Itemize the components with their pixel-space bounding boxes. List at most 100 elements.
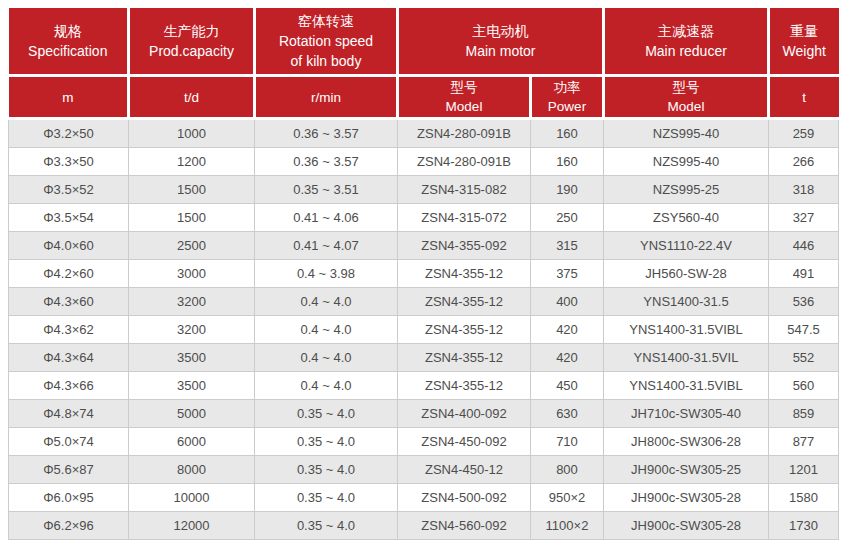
- table-cell: 859: [769, 400, 839, 428]
- table-row: Φ4.3×6635000.4 ~ 4.0ZSN4-355-12450YNS140…: [9, 372, 839, 400]
- table-cell: 5000: [129, 400, 255, 428]
- table-cell: Φ3.2×50: [9, 119, 129, 148]
- table-cell: 10000: [129, 484, 255, 512]
- header-rotation-en-line1: Rotation speed: [256, 31, 396, 51]
- table-cell: 420: [531, 316, 604, 344]
- header-main-reducer-en: Main reducer: [605, 41, 767, 61]
- table-cell: Φ4.3×60: [9, 288, 129, 316]
- header-main-motor: 主电动机 Main motor: [398, 8, 604, 76]
- header-reducer-model-zh: 型号: [605, 78, 767, 97]
- header-main-reducer-zh: 主减速器: [605, 21, 767, 41]
- table-cell: Φ5.0×74: [9, 428, 129, 456]
- table-cell: 0.4 ~ 4.0: [255, 288, 398, 316]
- table-cell: ZSN4-450-12: [398, 456, 531, 484]
- header-reducer-model-en: Model: [605, 97, 767, 116]
- header-rotation-speed: 窑体转速 Rotation speed of kiln body: [255, 8, 398, 76]
- header-row-titles: 规格 Specification 生产能力 Prod.capacity 窑体转速…: [9, 8, 839, 76]
- table-cell: JH900c-SW305-28: [604, 512, 769, 540]
- table-cell: ZSN4-355-12: [398, 344, 531, 372]
- table-cell: 250: [531, 204, 604, 232]
- table-cell: ZSN4-355-092: [398, 232, 531, 260]
- table-cell: Φ6.0×95: [9, 484, 129, 512]
- table-cell: 0.4 ~ 4.0: [255, 372, 398, 400]
- table-cell: 1500: [129, 176, 255, 204]
- table-cell: 446: [769, 232, 839, 260]
- table-cell: 1100×2: [531, 512, 604, 540]
- table-cell: 3500: [129, 372, 255, 400]
- header-specification-zh: 规格: [9, 21, 128, 41]
- table-cell: 1500: [129, 204, 255, 232]
- header-main-reducer: 主减速器 Main reducer: [604, 8, 769, 76]
- table-cell: Φ3.5×54: [9, 204, 129, 232]
- table-cell: NZS995-25: [604, 176, 769, 204]
- table-cell: ZSN4-450-092: [398, 428, 531, 456]
- table-cell: 630: [531, 400, 604, 428]
- table-cell: 0.4 ~ 4.0: [255, 316, 398, 344]
- kiln-spec-page: 规格 Specification 生产能力 Prod.capacity 窑体转速…: [0, 0, 846, 555]
- table-cell: 160: [531, 148, 604, 176]
- table-row: Φ3.5×5215000.35 ~ 3.51ZSN4-315-082190NZS…: [9, 176, 839, 204]
- header-reducer-model: 型号 Model: [604, 76, 769, 119]
- table-cell: 0.36 ~ 3.57: [255, 148, 398, 176]
- header-specification: 规格 Specification: [9, 8, 129, 76]
- table-cell: 160: [531, 119, 604, 148]
- table-cell: ZSN4-400-092: [398, 400, 531, 428]
- table-cell: 2500: [129, 232, 255, 260]
- table-cell: 950×2: [531, 484, 604, 512]
- table-cell: Φ4.2×60: [9, 260, 129, 288]
- table-cell: 0.35 ~ 4.0: [255, 400, 398, 428]
- header-motor-power-zh: 功率: [532, 78, 602, 97]
- table-cell: 0.35 ~ 4.0: [255, 456, 398, 484]
- table-cell: 318: [769, 176, 839, 204]
- table-cell: ZSN4-560-092: [398, 512, 531, 540]
- table-cell: 375: [531, 260, 604, 288]
- table-cell: ZSN4-315-082: [398, 176, 531, 204]
- table-cell: YNS1400-31.5VIL: [604, 344, 769, 372]
- table-cell: 560: [769, 372, 839, 400]
- header-motor-power-en: Power: [532, 97, 602, 116]
- table-cell: 491: [769, 260, 839, 288]
- table-cell: 450: [531, 372, 604, 400]
- header-motor-power: 功率 Power: [531, 76, 604, 119]
- table-cell: 877: [769, 428, 839, 456]
- header-capacity-zh: 生产能力: [130, 21, 253, 41]
- header-motor-model-en: Model: [399, 97, 529, 116]
- table-cell: NZS995-40: [604, 148, 769, 176]
- table-cell: 1000: [129, 119, 255, 148]
- header-weight-zh: 重量: [770, 21, 839, 41]
- header-unit-td: t/d: [129, 76, 255, 119]
- header-unit-rmin: r/min: [255, 76, 398, 119]
- table-cell: ZSN4-280-091B: [398, 148, 531, 176]
- table-cell: 1200: [129, 148, 255, 176]
- table-cell: YNS1400-31.5: [604, 288, 769, 316]
- table-cell: 0.41 ~ 4.07: [255, 232, 398, 260]
- kiln-spec-table: 规格 Specification 生产能力 Prod.capacity 窑体转速…: [8, 8, 839, 540]
- table-cell: 190: [531, 176, 604, 204]
- table-cell: ZSN4-315-072: [398, 204, 531, 232]
- table-cell: 3200: [129, 316, 255, 344]
- table-cell: JH900c-SW305-28: [604, 484, 769, 512]
- table-row: Φ6.0×95100000.35 ~ 4.0ZSN4-500-092950×2J…: [9, 484, 839, 512]
- table-cell: 547.5: [769, 316, 839, 344]
- table-cell: 0.35 ~ 3.51: [255, 176, 398, 204]
- table-cell: 327: [769, 204, 839, 232]
- table-cell: 0.4 ~ 4.0: [255, 344, 398, 372]
- table-row: Φ3.2×5010000.36 ~ 3.57ZSN4-280-091B160NZ…: [9, 119, 839, 148]
- table-cell: 0.41 ~ 4.06: [255, 204, 398, 232]
- table-cell: ZSN4-500-092: [398, 484, 531, 512]
- table-cell: JH800c-SW306-28: [604, 428, 769, 456]
- table-cell: Φ6.2×96: [9, 512, 129, 540]
- table-cell: Φ4.3×66: [9, 372, 129, 400]
- table-cell: YNS1400-31.5VIBL: [604, 316, 769, 344]
- table-cell: NZS995-40: [604, 119, 769, 148]
- table-cell: YNS1400-31.5VIBL: [604, 372, 769, 400]
- header-rotation-en-line2: of kiln body: [256, 51, 396, 71]
- header-specification-en: Specification: [9, 41, 128, 61]
- table-cell: 259: [769, 119, 839, 148]
- table-cell: 400: [531, 288, 604, 316]
- header-motor-model-zh: 型号: [399, 78, 529, 97]
- table-row: Φ4.8×7450000.35 ~ 4.0ZSN4-400-092630JH71…: [9, 400, 839, 428]
- table-cell: 420: [531, 344, 604, 372]
- table-row: Φ4.0×6025000.41 ~ 4.07ZSN4-355-092315YNS…: [9, 232, 839, 260]
- table-cell: 8000: [129, 456, 255, 484]
